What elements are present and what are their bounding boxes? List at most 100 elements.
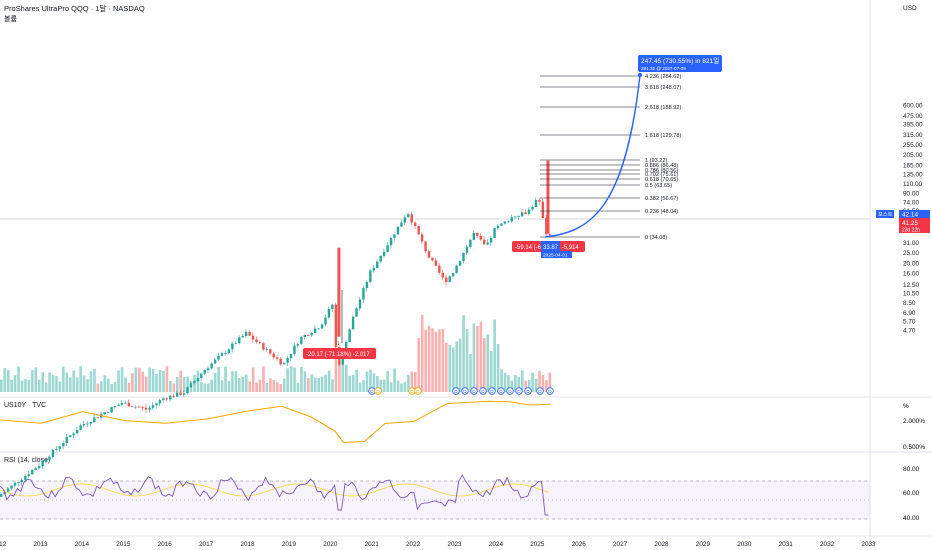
volume-bar — [113, 382, 117, 392]
volume-bar — [420, 314, 424, 392]
volume-bar — [231, 371, 234, 392]
volume-bar — [286, 368, 289, 392]
candle-body — [303, 334, 306, 338]
candle-body — [255, 339, 258, 343]
candle-body — [445, 277, 448, 283]
dividend-marker[interactable] — [414, 387, 422, 395]
fib-label: 0.5 (63.65) — [645, 183, 672, 189]
volume-bar — [479, 321, 483, 392]
dividend-marker[interactable] — [536, 387, 544, 395]
volume-bar — [82, 375, 86, 392]
fib-label: 0.618 (70.65) — [645, 177, 678, 183]
candle-body — [465, 246, 469, 253]
candle-body — [106, 412, 110, 414]
rsi-scale-2: 40.00 — [903, 515, 920, 522]
volume-bar — [365, 371, 369, 392]
volume-bar — [262, 366, 265, 392]
volume-bar — [96, 383, 100, 392]
candle-body — [345, 342, 348, 351]
volume-bar — [410, 371, 414, 392]
candle-body — [89, 422, 93, 424]
dividend-marker[interactable] — [452, 387, 460, 395]
dividend-marker-letter: D — [517, 389, 521, 394]
candle-body — [48, 457, 51, 460]
tag-price: 42.14 — [902, 212, 918, 219]
volume-bar — [289, 366, 293, 392]
volume-bar — [155, 374, 158, 392]
candle-body — [231, 343, 234, 350]
candle-body — [238, 337, 241, 344]
rsi-label: RSI (14, close) — [4, 457, 51, 464]
candle-body — [313, 328, 317, 333]
drop-2020-text: -20.17 (-71.18%) -2,017 — [306, 352, 370, 358]
volume-bar — [382, 379, 386, 392]
volume-bar — [520, 370, 524, 392]
dividend-marker[interactable] — [515, 387, 523, 395]
volume-bar — [265, 383, 269, 392]
candle-body — [82, 424, 86, 426]
candle-body — [186, 387, 189, 394]
candle-body — [179, 392, 182, 395]
dividend-marker[interactable] — [524, 387, 532, 395]
volume-bar — [503, 372, 507, 392]
volume-bar — [148, 367, 151, 392]
dividend-marker[interactable] — [546, 387, 554, 395]
candle-body — [324, 317, 327, 325]
dividend-marker[interactable] — [479, 387, 487, 395]
volume-bar — [417, 337, 421, 392]
dividend-marker[interactable] — [470, 387, 478, 395]
volume-bar — [483, 338, 486, 392]
chart-title: ProShares UltraPro QQQ · 1달 · NASDAQ — [4, 4, 145, 13]
target-main-text: 247.45 (730.55%) in 821일 — [641, 56, 719, 65]
volume-bar — [151, 369, 155, 392]
candle-body — [376, 261, 379, 268]
volume-bar — [534, 378, 538, 392]
volume-bar — [179, 370, 182, 392]
candle-body — [524, 212, 527, 215]
time-tick: 2027 — [613, 541, 628, 548]
volume-bar — [538, 370, 541, 392]
dividend-marker[interactable] — [374, 387, 382, 395]
volume-bar — [255, 382, 258, 392]
candle-body — [320, 324, 324, 329]
low-date-label — [541, 251, 572, 258]
volume-bar — [438, 329, 441, 392]
dividend-marker-letter: D — [472, 389, 476, 394]
volume-bar — [448, 344, 452, 392]
candle-body — [514, 216, 517, 218]
candle-body — [503, 221, 507, 224]
fib-label: 1.618 (129.78) — [645, 133, 682, 139]
candle-body — [189, 383, 193, 388]
price-tick: 12.50 — [903, 282, 919, 289]
candle-body — [200, 373, 203, 379]
candle-body — [510, 217, 513, 222]
dividend-marker-letter: D — [548, 389, 552, 394]
volume-bar — [472, 323, 476, 392]
volume-bar — [462, 315, 465, 392]
dividend-marker[interactable] — [461, 387, 469, 395]
us10y-path — [0, 400, 551, 444]
current-price-box — [899, 218, 930, 233]
dividend-marker[interactable] — [506, 387, 514, 395]
price-tick: 31.00 — [903, 240, 919, 247]
volume-bar — [251, 367, 255, 392]
fib-label: 0.886 (86.48) — [645, 163, 678, 169]
drop-2020-label — [303, 348, 376, 359]
dividend-marker[interactable] — [488, 387, 496, 395]
time-tick: 2012 — [0, 541, 7, 548]
candle-body — [317, 328, 320, 330]
time-axis[interactable]: 2012 2013 2014 2015 2016 2017 2018 2019 2020 2021… — [0, 541, 876, 548]
candle-body — [110, 407, 113, 413]
candle-body — [124, 402, 127, 404]
price-tick: 16.00 — [903, 271, 919, 278]
time-tick: 2026 — [572, 541, 587, 548]
dividend-marker[interactable] — [497, 387, 505, 395]
time-tick: 2025 — [530, 541, 545, 548]
volume-bar — [510, 380, 514, 392]
volume-bar — [269, 378, 272, 392]
volume-bar — [58, 381, 62, 392]
volume-bar — [37, 379, 41, 392]
volume-bar — [120, 367, 124, 392]
